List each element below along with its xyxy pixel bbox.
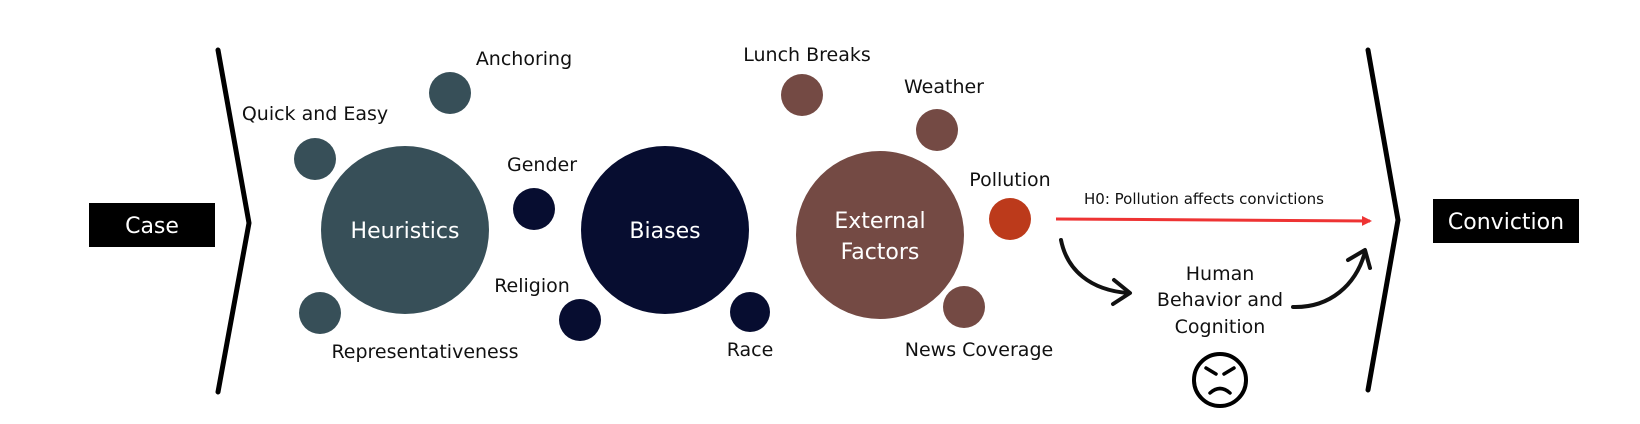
news-coverage-label: News Coverage	[905, 339, 1053, 361]
gender-dot	[513, 188, 555, 230]
mediator-line1: Human	[1186, 263, 1255, 285]
weather-dot	[916, 109, 958, 151]
hypothesis-arrow-group: H0: Pollution affects convictions	[1055, 190, 1372, 226]
angry-face-icon	[1192, 352, 1248, 408]
left-chevron	[215, 47, 252, 395]
right-chevron	[1365, 47, 1401, 393]
conviction-box: Conviction	[1433, 199, 1579, 243]
mediator-group: Human Behavior and Cognition	[1059, 238, 1372, 408]
pollution-label: Pollution	[969, 169, 1050, 191]
external-factors-label-line2: Factors	[841, 240, 920, 265]
lunch-breaks-label: Lunch Breaks	[743, 44, 871, 66]
arrow-out-head	[1346, 248, 1372, 270]
representativeness-label: Representativeness	[331, 341, 518, 363]
quick-and-easy-dot	[294, 138, 336, 180]
heuristics-label: Heuristics	[351, 219, 460, 244]
mediator-line3: Cognition	[1175, 316, 1266, 338]
race-label: Race	[727, 339, 774, 361]
biases-label: Biases	[629, 219, 700, 244]
heuristics-cluster: Heuristics Anchoring Quick and Easy Repr…	[242, 48, 572, 363]
hypothesis-arrow	[1055, 215, 1372, 226]
news-coverage-dot	[943, 286, 985, 328]
hypothesis-label: H0: Pollution affects convictions	[1084, 190, 1324, 208]
curved-arrow-out	[1291, 250, 1367, 310]
lunch-breaks-dot	[781, 74, 823, 116]
race-dot	[730, 292, 770, 332]
case-box: Case	[89, 203, 215, 247]
external-factors-circle	[796, 151, 964, 319]
pollution-dot	[989, 198, 1031, 240]
external-factors-cluster: External Factors Lunch Breaks Weather Po…	[743, 44, 1053, 361]
gender-label: Gender	[507, 154, 577, 176]
external-factors-label-line1: External	[834, 209, 925, 234]
curved-arrow-in	[1059, 238, 1130, 295]
quick-and-easy-label: Quick and Easy	[242, 103, 388, 125]
mediator-line2: Behavior and	[1157, 289, 1283, 311]
heuristics-circle	[321, 146, 489, 314]
anchoring-dot	[429, 72, 471, 114]
arrow-in-head	[1111, 278, 1132, 306]
religion-label: Religion	[494, 275, 570, 297]
biases-cluster: Biases Gender Religion Race	[494, 146, 773, 361]
anchoring-label: Anchoring	[476, 48, 572, 70]
religion-dot	[559, 299, 601, 341]
case-label: Case	[125, 214, 179, 239]
conviction-label: Conviction	[1448, 210, 1564, 235]
weather-label: Weather	[904, 76, 984, 98]
representativeness-dot	[299, 292, 341, 334]
biases-circle	[581, 146, 749, 314]
